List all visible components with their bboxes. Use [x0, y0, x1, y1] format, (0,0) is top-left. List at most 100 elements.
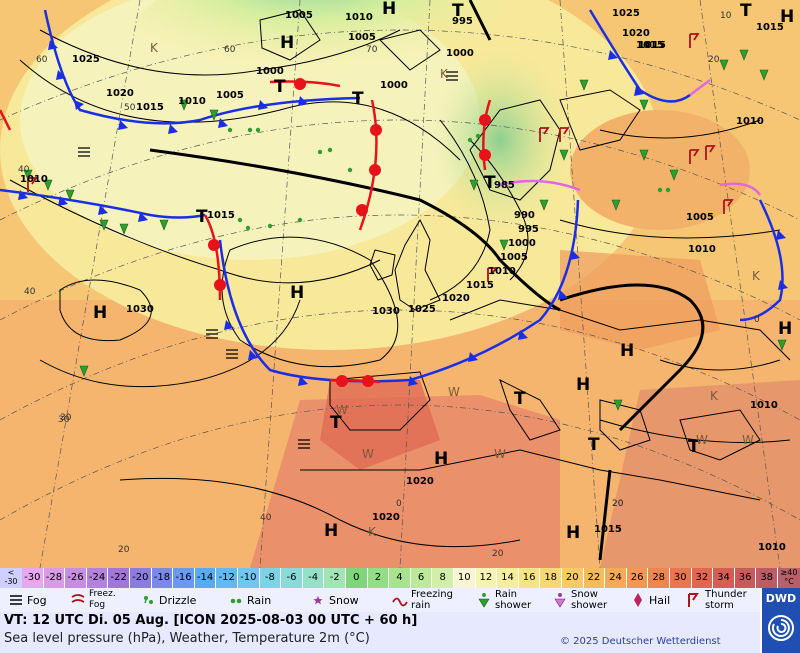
temperature-scale-cell: -26 — [65, 568, 87, 588]
graticule-labels: 60 50 40 30 20 60 70 20 40 30 20 0 0 10 … — [18, 11, 760, 559]
isobar-label: 1000 — [256, 66, 284, 77]
air-mass-label: W — [742, 433, 754, 447]
isobar-label: 1005 — [216, 90, 244, 101]
snow-shower-icon — [554, 593, 566, 608]
graticule-label: 0 — [396, 499, 402, 509]
legend-label: Rain — [247, 593, 272, 607]
legend-hail: Hail — [630, 588, 670, 612]
pressure-centres: H H H H H H H H H H H T T T T T T T T T … — [93, 0, 794, 543]
isobar-label: 1005 — [348, 32, 376, 43]
air-mass-label: W — [448, 385, 460, 399]
low-centre: T — [330, 413, 342, 433]
isobar-label: 1010 — [488, 266, 516, 277]
air-mass-label: W — [362, 447, 374, 461]
temperature-scale-cell: 26 — [626, 568, 649, 588]
isobar-label: 1010 — [736, 116, 764, 127]
legend-freezing-rain: Freezing rain — [392, 588, 453, 612]
scale-unit: °C — [784, 577, 794, 586]
temperature-scale: < -30 -30 -28 -26 -24 -22 -20 -18 -16 -14 -12 -10-… — [0, 568, 800, 588]
legend-rain-shower: Rain shower — [476, 588, 531, 612]
air-mass-label: W — [336, 403, 348, 417]
temperature-scale-cell: 4 — [389, 568, 411, 588]
isobar-label: 985 — [494, 180, 515, 191]
legend-rain: Rain — [228, 588, 271, 612]
temperature-scale-cell: -8 — [259, 568, 282, 588]
graticule-label: 20 — [118, 545, 130, 555]
fog-icon — [10, 595, 22, 605]
scale-high-value: ≥40 — [780, 568, 798, 577]
weather-legend: Fog Freez. Fog Drizzle Rain Snow Freezin… — [0, 588, 760, 612]
temperature-scale-cell: 6 — [410, 568, 433, 588]
isobar-label: 1030 — [372, 306, 400, 317]
thunderstorm-symbols — [27, 33, 734, 282]
isobar-label: 1010 — [178, 96, 206, 107]
isobar-label: 1015 — [636, 40, 664, 51]
legend-label: Freezing rain — [411, 589, 453, 611]
high-centre: H — [778, 319, 792, 339]
temperature-scale-cell: 28 — [648, 568, 670, 588]
scale-low-symbol: < — [7, 568, 15, 577]
graticule-label: 20 — [612, 499, 624, 509]
temperature-scale-cell: 30 — [670, 568, 692, 588]
graticule-label: 20 — [492, 549, 504, 559]
legend-snow-shower: Snow shower — [552, 588, 607, 612]
isobar-label: 1015 — [136, 102, 164, 113]
legend-label: Thunder storm — [705, 589, 747, 611]
temperature-scale-cell: 2 — [367, 568, 390, 588]
temperature-scale-cell: 22 — [583, 568, 606, 588]
temperature-scale-cell: -30 — [22, 568, 44, 588]
rain-shower-icon — [478, 593, 490, 608]
legend-label: Fog — [27, 593, 47, 607]
air-mass-label: K — [710, 389, 719, 403]
freezing-fog-icon — [71, 594, 85, 603]
isobar-label: 1015 — [207, 210, 235, 221]
temperature-scale-cell: -18 — [151, 568, 174, 588]
legend-label: Snow — [329, 593, 359, 607]
isobar-label: 1000 — [446, 48, 474, 59]
isobar-label: 1010 — [758, 542, 786, 553]
graticule-label: 20 — [612, 499, 624, 509]
dwd-logo[interactable]: DWD — [762, 588, 800, 653]
isobar-label: 1015 — [638, 40, 666, 51]
thunderstorm-icon — [688, 593, 699, 607]
high-centre: H — [434, 449, 448, 469]
temperature-scale-cell: -6 — [281, 568, 303, 588]
high-centre: H — [290, 283, 304, 303]
temperature-scale-cell: -2 — [324, 568, 346, 588]
coastlines — [259, 9, 791, 501]
temperature-scale-cell: -22 — [108, 568, 130, 588]
temperature-scale-low-end: < -30 — [0, 568, 22, 588]
graticule-label: 0 — [754, 315, 760, 325]
temperature-scale-cell: 32 — [691, 568, 714, 588]
graticule-label: 40 — [260, 513, 272, 523]
graticule-label: 20 — [708, 55, 720, 65]
warm-front-bumps — [208, 78, 491, 387]
air-mass-label: W — [696, 433, 708, 447]
warm-fronts — [0, 80, 492, 384]
isobar-label: 1000 — [508, 238, 536, 249]
isobar-label: 995 — [452, 16, 473, 27]
occlusions — [499, 79, 762, 196]
graticule-label: 50 — [124, 103, 136, 113]
legend-snow: Snow — [310, 588, 359, 612]
graticule-label: 40 — [18, 165, 30, 175]
temperature-scale-cell: -20 — [130, 568, 152, 588]
isobar-label: 1005 — [500, 252, 528, 263]
temperature-scale-cell: 34 — [713, 568, 735, 588]
graticule-label: 30 — [58, 415, 70, 425]
graticule — [0, 0, 800, 568]
dwd-logo-text: DWD — [765, 592, 797, 605]
air-mass-label: K — [150, 41, 159, 55]
temperature-scale-cell: 36 — [734, 568, 757, 588]
temperature-scale-cell: 20 — [562, 568, 584, 588]
high-centre: H — [576, 375, 590, 395]
low-centre: T — [274, 77, 286, 97]
temperature-scale-cell: 24 — [605, 568, 627, 588]
temperature-scale-cell: 18 — [540, 568, 562, 588]
isobar-label: 990 — [514, 210, 535, 221]
temperature-scale-cell: 10 — [454, 568, 476, 588]
isobar-label: 1025 — [72, 54, 100, 65]
drizzle-icon — [144, 596, 153, 604]
temperature-scale-cell: 16 — [518, 568, 541, 588]
